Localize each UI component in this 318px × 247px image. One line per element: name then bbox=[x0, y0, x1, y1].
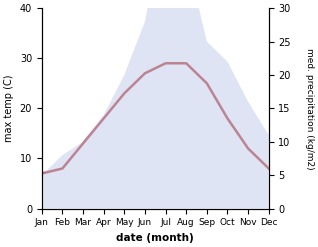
Y-axis label: med. precipitation (kg/m2): med. precipitation (kg/m2) bbox=[305, 48, 314, 169]
X-axis label: date (month): date (month) bbox=[116, 233, 194, 243]
Y-axis label: max temp (C): max temp (C) bbox=[4, 75, 14, 142]
